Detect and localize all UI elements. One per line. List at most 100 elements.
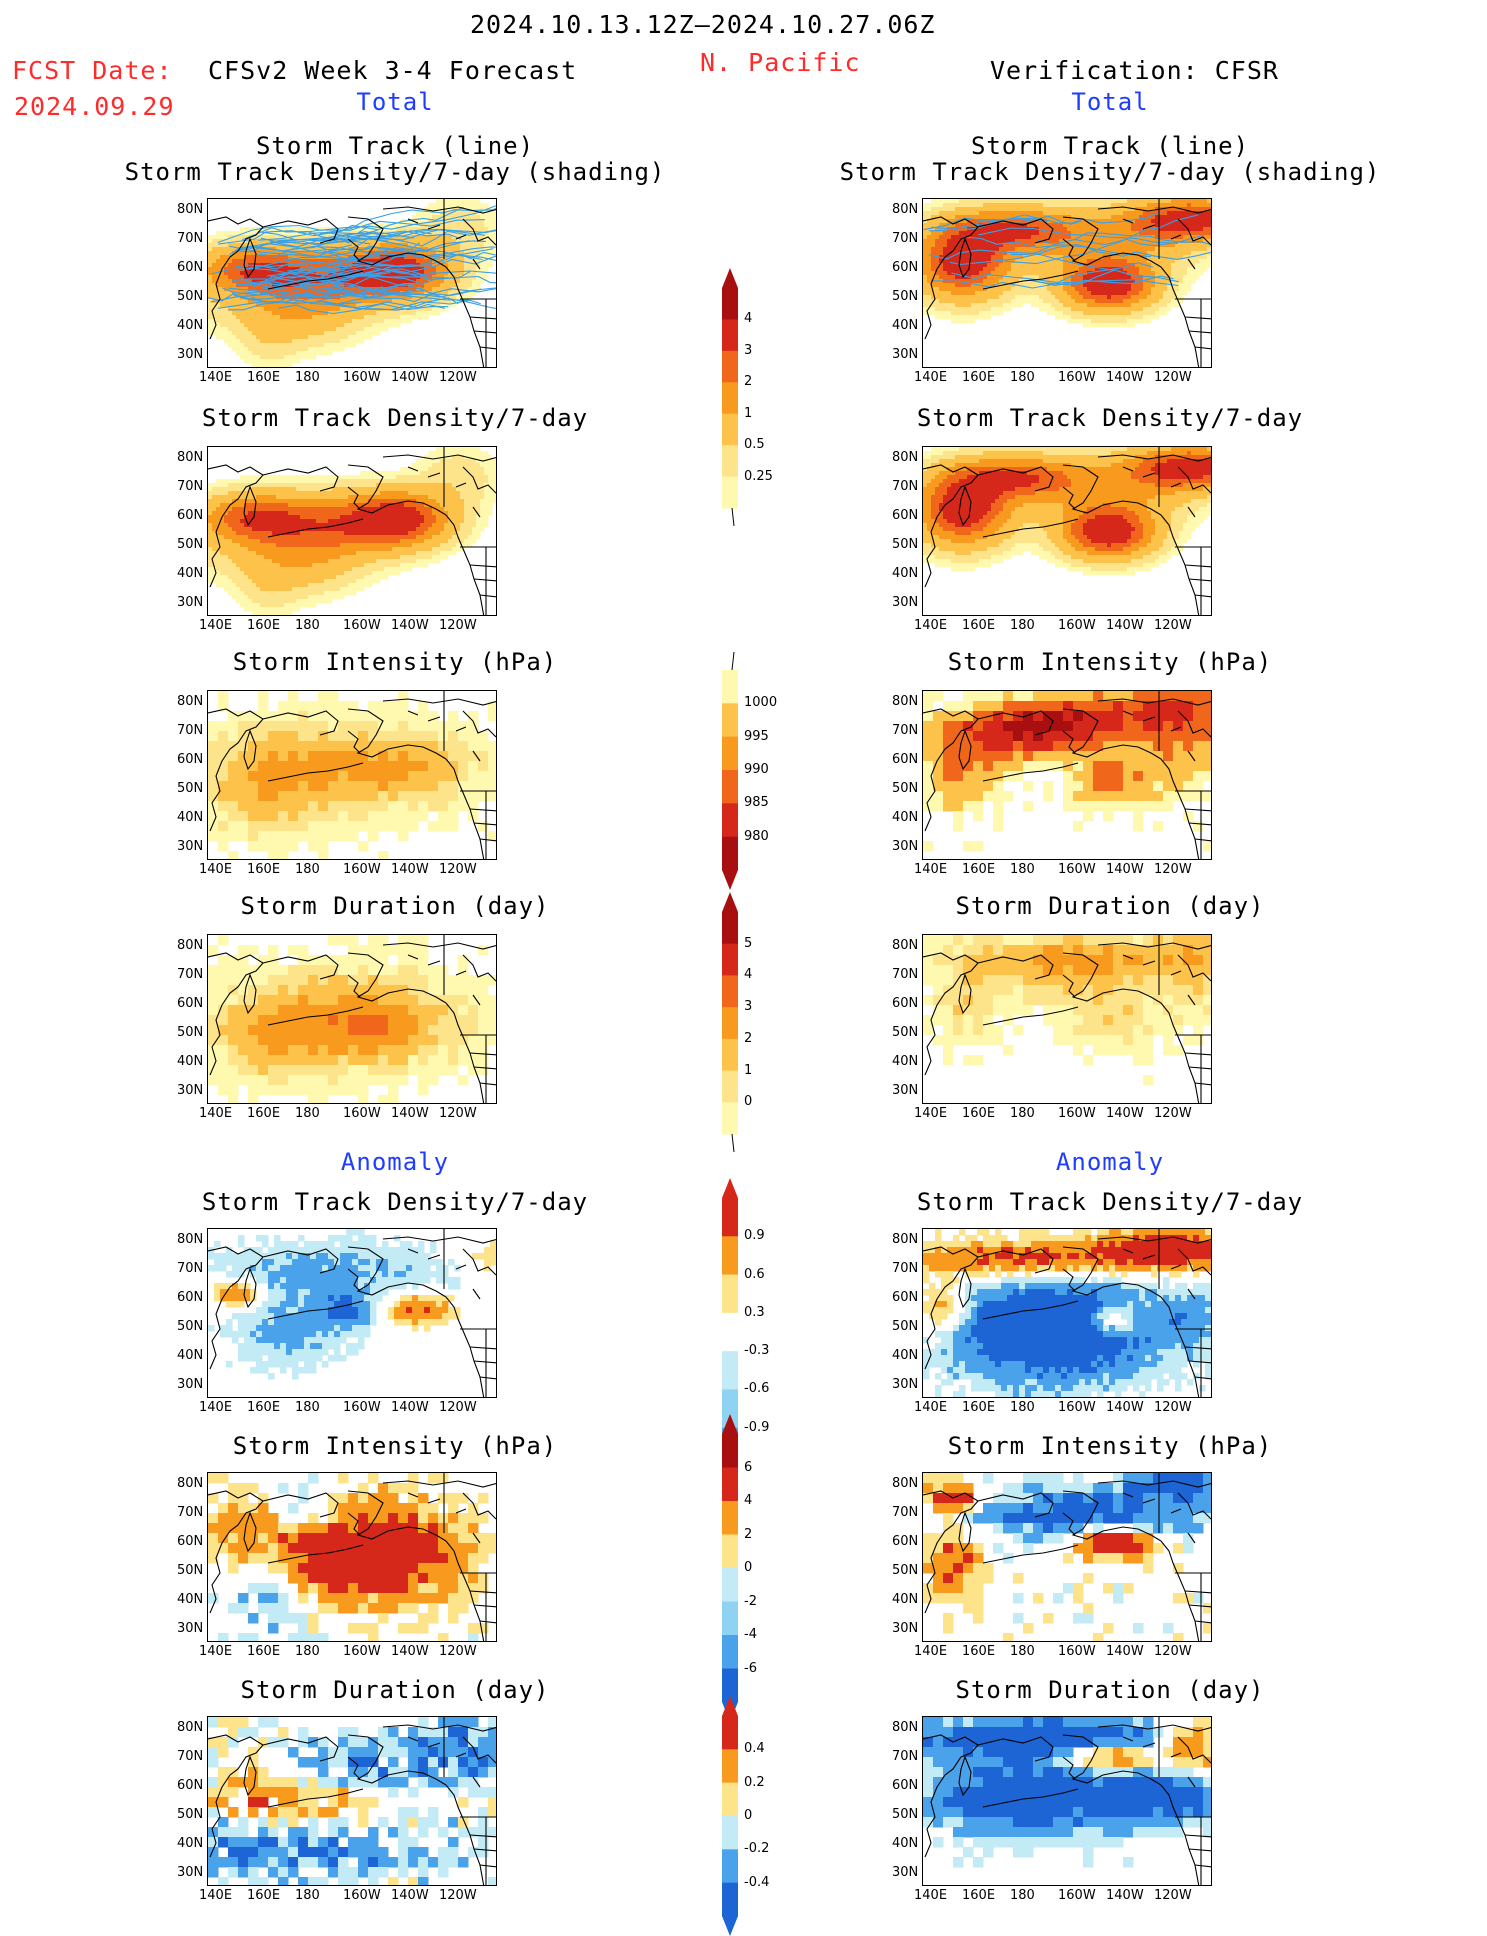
lat-tick-label: 40N — [177, 566, 204, 581]
lat-tick-label: 40N — [892, 1592, 919, 1607]
colorbar-tick-label: 0 — [744, 1094, 753, 1110]
title-density-anom-right: Storm Track Density/7-day — [916, 1188, 1304, 1216]
map-obs-density-anom — [922, 1228, 1212, 1398]
lat-tick-label: 30N — [892, 1377, 919, 1392]
lon-tick-label: 160E — [247, 370, 281, 385]
lat-tick-label: 80N — [892, 1476, 919, 1491]
colorbar-tick-label: 0 — [744, 1808, 753, 1823]
lon-tick-label: 160W — [1058, 370, 1096, 385]
lon-tick-label: 120W — [1154, 618, 1192, 633]
lat-tick-label: 50N — [177, 781, 204, 796]
lat-tick-label: 30N — [892, 1083, 919, 1098]
map-fcst-density-plot — [208, 447, 496, 615]
lon-tick-label: 180 — [1010, 618, 1035, 633]
map-fcst-duration-anom — [207, 1716, 497, 1886]
title-intensity-right: Storm Intensity (hPa) — [947, 648, 1273, 676]
map-fcst-intensity-anom-plot — [208, 1473, 496, 1641]
lon-tick-label: 180 — [1010, 370, 1035, 385]
lat-tick-label: 70N — [892, 967, 919, 982]
forecast-title: CFSv2 Week 3-4 Forecast — [208, 56, 578, 85]
lon-tick-label: 120W — [439, 618, 477, 633]
lon-tick-label: 160W — [343, 1106, 381, 1121]
lat-tick-label: 50N — [892, 1563, 919, 1578]
lat-tick-label: 40N — [177, 1348, 204, 1363]
lat-tick-label: 40N — [177, 1836, 204, 1851]
lon-tick-label: 140E — [199, 370, 233, 385]
map-obs-intensity — [922, 690, 1212, 860]
map-fcst-duration — [207, 934, 497, 1104]
lat-tick-label: 50N — [177, 1025, 204, 1040]
lat-tick-label: 80N — [177, 1720, 204, 1735]
lon-tick-label: 140W — [391, 862, 429, 877]
map-obs-duration-anom-plot — [923, 1717, 1211, 1885]
colorbar-tick-label: 0.6 — [744, 1266, 765, 1282]
lat-tick-label: 80N — [892, 450, 919, 465]
title-intensity-anom-right: Storm Intensity (hPa) — [947, 1432, 1273, 1460]
lon-tick-label: 120W — [439, 862, 477, 877]
map-obs-track-line — [922, 198, 1212, 368]
lon-tick-label: 140W — [1106, 618, 1144, 633]
title-intensity-anom-left: Storm Intensity (hPa) — [232, 1432, 558, 1460]
lon-tick-label: 160W — [343, 618, 381, 633]
lat-tick-label: 30N — [177, 1377, 204, 1392]
lat-tick-label: 80N — [892, 1232, 919, 1247]
lon-tick-label: 140E — [199, 1400, 233, 1415]
colorbar-tick-label: 0 — [744, 1560, 753, 1575]
colorbar-tick-label: 0.3 — [744, 1304, 765, 1320]
lon-tick-label: 160E — [247, 1888, 281, 1903]
colorbar-tick-label: -0.6 — [744, 1381, 770, 1397]
lon-tick-label: 160W — [343, 1888, 381, 1903]
colorbar-tick-label: 1 — [744, 1062, 753, 1078]
colorbar-tick-label: 985 — [744, 795, 769, 811]
map-fcst-duration-plot — [208, 935, 496, 1103]
lat-tick-label: 60N — [177, 1534, 204, 1549]
lat-tick-label: 50N — [177, 1319, 204, 1334]
map-fcst-density-anom-plot — [208, 1229, 496, 1397]
lat-tick-label: 40N — [177, 810, 204, 825]
title-duration-left: Storm Duration (day) — [240, 892, 550, 920]
colorbar-tick-label: 1000 — [744, 695, 778, 711]
lon-tick-label: 120W — [439, 370, 477, 385]
title-duration-right: Storm Duration (day) — [955, 892, 1265, 920]
lat-tick-label: 50N — [177, 537, 204, 552]
lat-tick-label: 50N — [892, 1807, 919, 1822]
colorbar-tick-label: -2 — [744, 1593, 757, 1609]
colorbar-tick-label: 0.25 — [744, 468, 773, 484]
colorbar-duration-total — [722, 892, 738, 1153]
lon-tick-label: 160E — [247, 618, 281, 633]
map-obs-duration-plot — [923, 935, 1211, 1103]
lat-tick-label: 70N — [177, 479, 204, 494]
fcst-date-label: FCST Date: — [12, 56, 173, 85]
map-obs-intensity-plot — [923, 691, 1211, 859]
lon-tick-label: 140E — [199, 618, 233, 633]
lat-tick-label: 60N — [177, 260, 204, 275]
lon-tick-label: 140W — [391, 1106, 429, 1121]
colorbar-tick-label: 5 — [744, 935, 753, 951]
lon-tick-label: 180 — [1010, 1400, 1035, 1415]
lat-tick-label: 30N — [892, 1865, 919, 1880]
lon-tick-label: 160W — [1058, 1106, 1096, 1121]
title-track-line-right: Storm Track (line) — [970, 132, 1250, 160]
lat-tick-label: 60N — [892, 508, 919, 523]
lat-tick-label: 50N — [892, 289, 919, 304]
lat-tick-label: 70N — [892, 1749, 919, 1764]
lon-tick-label: 140W — [391, 370, 429, 385]
lat-tick-label: 80N — [892, 938, 919, 953]
lon-tick-label: 140E — [914, 862, 948, 877]
colorbar-duration-anom — [722, 1696, 738, 1936]
lon-tick-label: 140E — [914, 618, 948, 633]
map-fcst-density — [207, 446, 497, 616]
lon-tick-label: 160W — [1058, 1400, 1096, 1415]
colorbar-tick-label: 995 — [744, 728, 769, 744]
lat-tick-label: 70N — [892, 1261, 919, 1276]
lon-tick-label: 140W — [1106, 1888, 1144, 1903]
lat-tick-label: 50N — [892, 1025, 919, 1040]
date-range-title: 2024.10.13.12Z–2024.10.27.06Z — [470, 10, 936, 39]
lat-tick-label: 30N — [177, 595, 204, 610]
lat-tick-label: 80N — [177, 1476, 204, 1491]
title-track-shading-left: Storm Track Density/7-day (shading) — [124, 158, 666, 186]
lat-tick-label: 40N — [892, 566, 919, 581]
lon-tick-label: 160W — [1058, 1644, 1096, 1659]
lat-tick-label: 50N — [177, 1563, 204, 1578]
lon-tick-label: 120W — [439, 1644, 477, 1659]
